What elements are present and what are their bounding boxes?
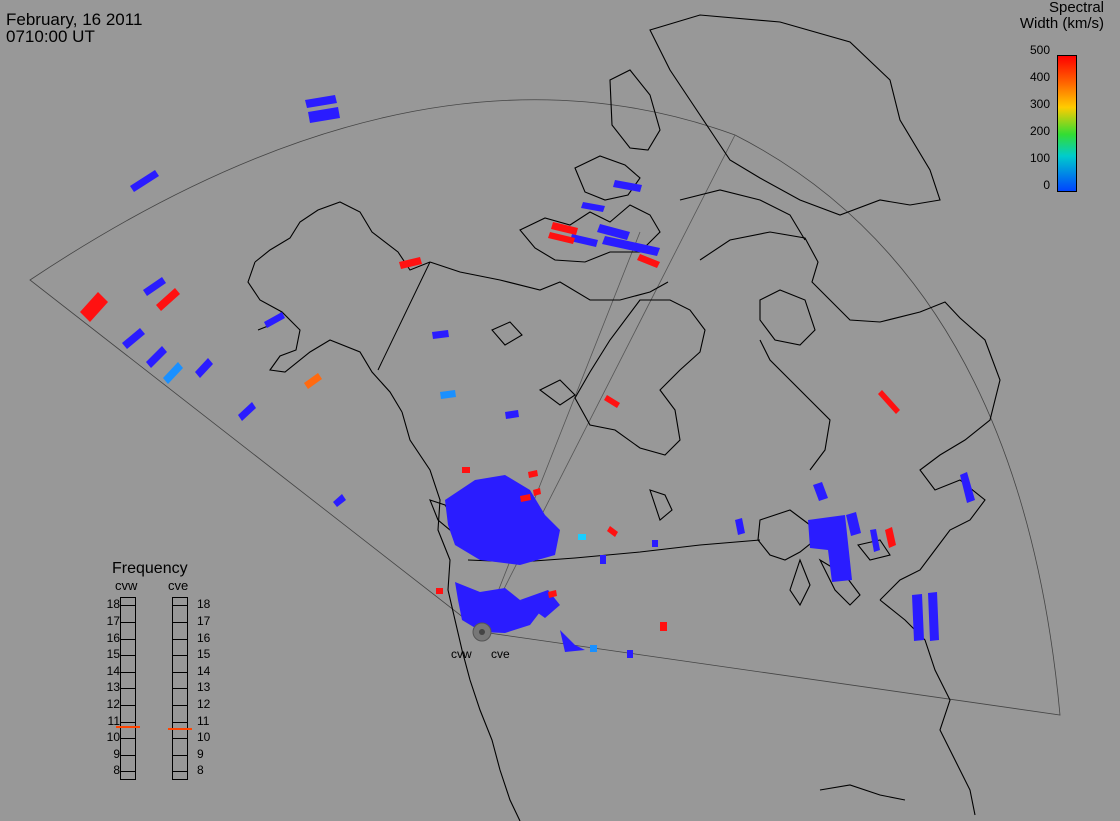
frequency-tick-line [120, 738, 136, 739]
time-label: 0710:00 UT [6, 27, 95, 46]
colorbar-tick: 400 [1029, 70, 1050, 84]
date-label: February, 16 2011 [6, 10, 143, 29]
colorbar [1057, 55, 1077, 192]
frequency-tick-label: 16 [197, 631, 211, 645]
frequency-tick-label: 17 [197, 614, 211, 628]
frequency-tick-label: 10 [197, 730, 211, 744]
frequency-tick-label: 11 [107, 714, 120, 728]
frequency-tick-line [120, 639, 136, 640]
colorbar-tick: 300 [1029, 97, 1050, 111]
frequency-tick-line [172, 771, 188, 772]
site-label-cve: cve [491, 647, 510, 661]
frequency-tick-label: 8 [113, 763, 120, 777]
frequency-tick-line [120, 722, 136, 723]
frequency-tick-label: 13 [197, 680, 211, 694]
frequency-marker-cve [168, 728, 192, 730]
colorbar-tick: 200 [1029, 124, 1050, 138]
frequency-tick-label: 13 [106, 680, 120, 694]
coastlines [247, 14, 1001, 821]
colorbar-tick: 0 [1043, 178, 1050, 192]
frequency-tick-line [172, 639, 188, 640]
frequency-tick-line [120, 605, 136, 606]
scatter-high-width [80, 222, 900, 631]
frequency-tick-label: 18 [106, 597, 120, 611]
colorbar-title: Spectral Width (km/s) [1019, 0, 1104, 32]
frequency-tick-line [120, 755, 136, 756]
frequency-tick-label: 15 [197, 647, 211, 661]
frequency-tick-line [172, 672, 188, 673]
frequency-tick-line [172, 605, 188, 606]
scatter-mid-width [163, 362, 597, 652]
frequency-tick-line [172, 755, 188, 756]
frequency-tick-line [172, 722, 188, 723]
frequency-tick-line [120, 688, 136, 689]
frequency-tick-label: 8 [197, 763, 204, 777]
scatter-echoes [122, 95, 975, 658]
frequency-tick-label: 12 [197, 697, 211, 711]
frequency-tick-label: 17 [106, 614, 120, 628]
frequency-tick-line [120, 672, 136, 673]
frequency-tick-label: 9 [197, 747, 204, 761]
frequency-marker-cvw [116, 726, 140, 728]
frequency-tick-line [120, 655, 136, 656]
frequency-tick-label: 16 [106, 631, 120, 645]
frequency-tick-label: 12 [106, 697, 120, 711]
beam-line [481, 231, 641, 633]
colorbar-tick: 100 [1029, 151, 1050, 165]
frequency-tick-line [172, 688, 188, 689]
frequency-tick-line [120, 771, 136, 772]
frequency-tick-label: 14 [197, 664, 211, 678]
frequency-tick-line [120, 622, 136, 623]
frequency-tick-line [172, 705, 188, 706]
frequency-tick-label: 9 [113, 747, 120, 761]
frequency-radar-cve: cve [168, 578, 189, 593]
colorbar-tick: 500 [1029, 43, 1050, 57]
frequency-tick-line [172, 622, 188, 623]
frequency-title: Frequency [112, 560, 188, 577]
frequency-tick-label: 14 [106, 664, 120, 678]
frequency-radar-cvw: cvw [115, 578, 138, 593]
frequency-tick-line [172, 655, 188, 656]
frequency-tick-line [120, 705, 136, 706]
frequency-tick-label: 10 [106, 730, 120, 744]
site-label-cvw: cvw [451, 647, 472, 661]
frequency-tick-label: 15 [106, 647, 120, 661]
frequency-tick-line [172, 738, 188, 739]
frequency-tick-label: 18 [197, 597, 211, 611]
frequency-tick-label: 11 [197, 714, 210, 728]
